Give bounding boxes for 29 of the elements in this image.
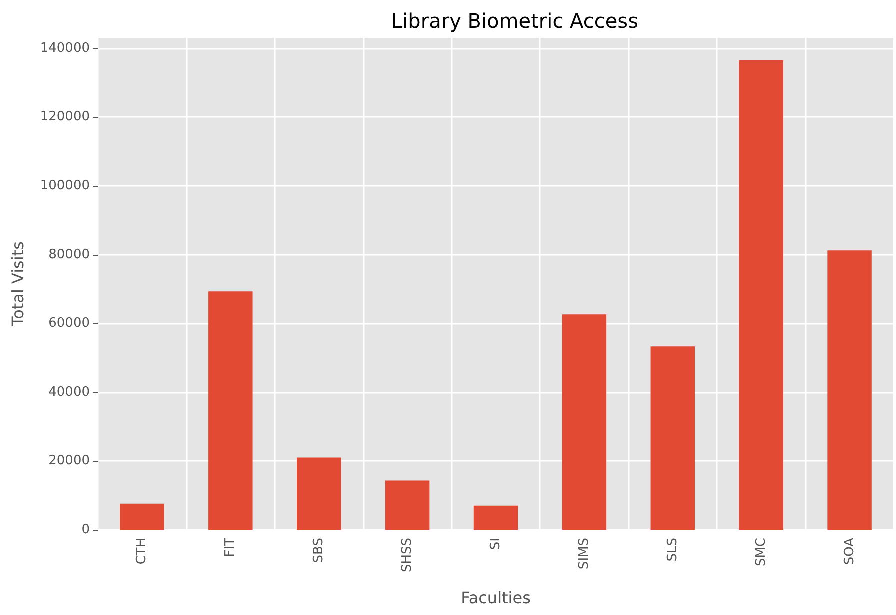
x-tick-label: CTH <box>134 538 150 565</box>
bar <box>562 314 607 530</box>
y-tick-label: 120000 <box>40 110 90 125</box>
x-tick-label: SLS <box>665 538 680 562</box>
y-tick-label: 100000 <box>40 178 90 194</box>
bar <box>385 480 430 530</box>
bar <box>739 60 784 530</box>
x-tick-label: SMC <box>754 538 769 567</box>
bar <box>120 504 164 530</box>
chart-title: Library Biometric Access <box>391 9 639 33</box>
x-tick-label: SBS <box>312 538 327 564</box>
x-tick-label: FIT <box>223 538 238 558</box>
bar <box>208 292 253 530</box>
y-tick-label: 80000 <box>48 247 90 262</box>
bar <box>650 346 695 530</box>
y-tick-label: 20000 <box>48 454 90 469</box>
bar <box>828 250 872 530</box>
y-axis-title: Total Visits <box>8 242 28 328</box>
y-tick-label: 0 <box>82 522 90 538</box>
y-tick-label: 60000 <box>48 316 90 332</box>
x-tick-label: SHSS <box>400 538 416 573</box>
x-tick-label: SOA <box>842 538 858 566</box>
x-tick-label: SIMS <box>576 538 592 570</box>
bar <box>474 506 518 530</box>
y-tick-label: 40000 <box>48 384 90 400</box>
x-tick-label: SI <box>488 538 504 550</box>
x-axis-title: Faculties <box>461 588 531 608</box>
y-tick-label: 140000 <box>40 40 90 56</box>
bar <box>297 458 342 530</box>
